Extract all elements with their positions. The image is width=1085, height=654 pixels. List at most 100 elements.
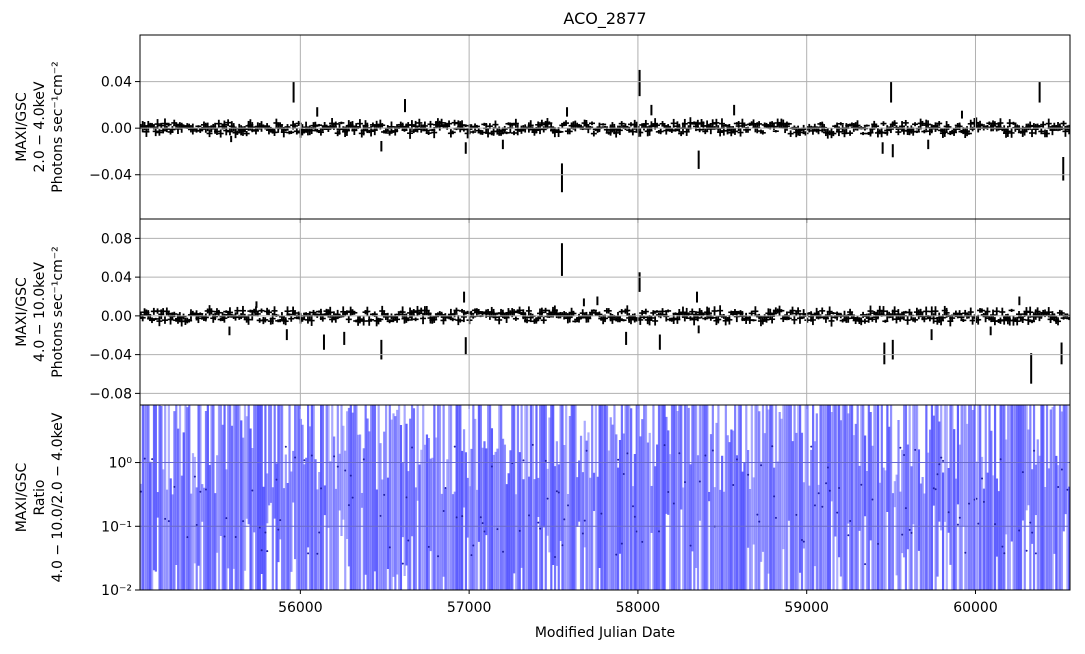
ratio-point bbox=[585, 449, 588, 452]
ratio-point bbox=[760, 464, 763, 467]
ratio-point bbox=[836, 511, 839, 514]
ratio-point bbox=[333, 455, 336, 458]
ratio-point bbox=[773, 495, 776, 498]
ratio-point bbox=[379, 514, 382, 517]
ratio-point bbox=[583, 519, 586, 522]
ratio-point bbox=[1018, 529, 1021, 532]
y-tick-label: 10⁰ bbox=[109, 456, 133, 472]
chart-title: ACO_2877 bbox=[563, 9, 646, 29]
ratio-point bbox=[999, 458, 1002, 461]
ratio-point bbox=[502, 550, 505, 553]
ratio-point bbox=[496, 528, 499, 531]
ratio-point bbox=[242, 520, 245, 523]
ratio-point bbox=[817, 492, 820, 495]
ratio-point bbox=[383, 493, 386, 496]
y-axis-label-line: Photons sec⁻¹cm⁻² bbox=[50, 246, 66, 378]
x-tick-label: 58000 bbox=[616, 600, 661, 616]
ratio-point bbox=[903, 453, 906, 456]
ratio-point bbox=[151, 458, 154, 461]
ratio-point bbox=[810, 445, 813, 448]
ratio-point bbox=[225, 517, 228, 520]
ratio-point bbox=[555, 490, 558, 493]
ratio-point bbox=[307, 552, 310, 555]
ratio-point bbox=[199, 490, 202, 493]
ratio-point bbox=[658, 530, 661, 533]
ratio-point bbox=[234, 536, 237, 539]
ratio-point bbox=[947, 511, 950, 514]
ratio-point bbox=[847, 534, 850, 537]
ratio-point bbox=[277, 528, 280, 531]
y-tick-label: −0.08 bbox=[89, 386, 132, 402]
ratio-point bbox=[195, 523, 198, 526]
ratio-point bbox=[561, 544, 564, 547]
ratio-point bbox=[994, 523, 997, 526]
ratio-point bbox=[284, 445, 287, 448]
ratio-point bbox=[936, 473, 939, 476]
ratio-point bbox=[758, 520, 761, 523]
ratio-point bbox=[405, 496, 408, 499]
ratio-point bbox=[964, 551, 967, 554]
ratio-point bbox=[938, 463, 941, 466]
ratio-point bbox=[554, 556, 557, 559]
ratio-point bbox=[173, 485, 176, 488]
ratio-point bbox=[351, 496, 354, 499]
ratio-point bbox=[849, 520, 852, 523]
ratio-point bbox=[1003, 552, 1006, 555]
ratio-point bbox=[1021, 471, 1024, 474]
ratio-point bbox=[689, 544, 692, 547]
ratio-point bbox=[401, 562, 404, 565]
ratio-point bbox=[932, 487, 935, 490]
ratio-point bbox=[344, 469, 347, 472]
ratio-point bbox=[684, 481, 687, 484]
ratio-point bbox=[316, 552, 319, 555]
ratio-point bbox=[275, 478, 278, 481]
y-tick-label: 0.08 bbox=[101, 231, 132, 247]
ratio-point bbox=[490, 465, 493, 468]
ratio-point bbox=[1060, 468, 1063, 471]
ratio-point bbox=[461, 515, 464, 518]
ratio-point bbox=[318, 531, 321, 534]
y-axis-label-line: MAXI/GSC bbox=[14, 277, 30, 347]
ratio-point bbox=[347, 504, 350, 507]
ratio-point bbox=[1057, 485, 1060, 488]
ratio-point bbox=[864, 563, 867, 566]
ratio-point bbox=[528, 514, 531, 517]
y-axis-label-line: Ratio bbox=[32, 480, 48, 516]
ratio-point bbox=[167, 520, 170, 523]
ratio-point bbox=[620, 542, 623, 545]
ratio-point bbox=[838, 486, 841, 489]
ratio-point bbox=[958, 516, 961, 519]
y-axis-label-line: 2.0 − 4.0keV bbox=[32, 81, 48, 172]
ratio-point bbox=[617, 458, 620, 461]
ratio-point bbox=[522, 459, 525, 462]
ratio-point bbox=[667, 491, 670, 494]
ratio-point bbox=[826, 466, 829, 469]
ratio-point bbox=[388, 546, 391, 549]
panel-1: −0.04 0.00 0.04 MAXI/GSC 2.0 − 4.0keV Photons… bbox=[14, 34, 1071, 223]
ratio-point bbox=[899, 446, 902, 449]
y-axis-label-line: MAXI/GSC bbox=[14, 462, 30, 532]
ratio-point bbox=[437, 555, 440, 558]
ratio-point bbox=[411, 446, 414, 449]
ratio-point bbox=[266, 550, 269, 553]
ratio-point bbox=[771, 445, 774, 448]
ratio-point bbox=[800, 539, 803, 542]
ratio-point bbox=[581, 532, 584, 535]
x-tick-label: 59000 bbox=[784, 600, 829, 616]
ratio-point bbox=[981, 477, 984, 480]
y-tick-label: 0.00 bbox=[101, 309, 132, 325]
ratio-point bbox=[914, 448, 917, 451]
x-axis-label: Modified Julian Date bbox=[535, 625, 675, 641]
ratio-point bbox=[544, 459, 547, 462]
y-tick-label: −0.04 bbox=[89, 348, 132, 364]
ratio-point bbox=[279, 519, 282, 522]
ratio-point bbox=[795, 513, 798, 516]
ratio-point bbox=[635, 530, 638, 533]
ratio-point bbox=[735, 458, 738, 461]
ratio-point bbox=[1029, 521, 1032, 524]
y-tick-label: 10⁻¹ bbox=[101, 519, 132, 535]
ratio-point bbox=[632, 505, 635, 508]
ratio-point bbox=[1033, 449, 1036, 452]
ratio-point bbox=[455, 516, 458, 519]
